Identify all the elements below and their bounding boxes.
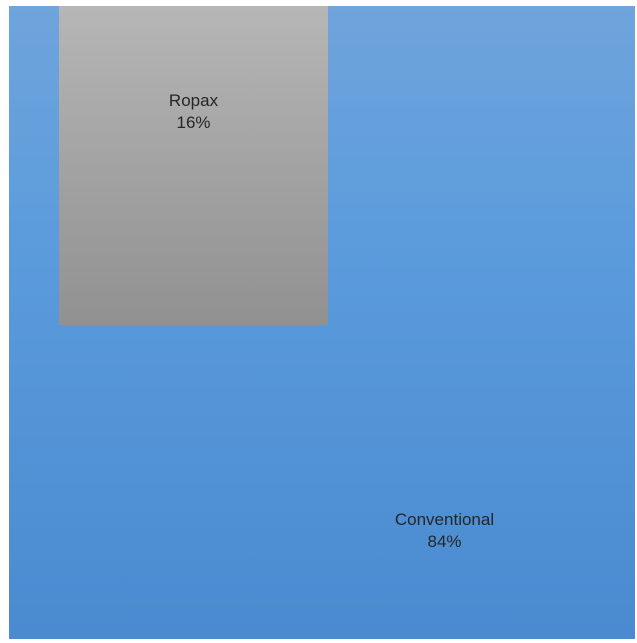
- tile-label-conventional: Conventional 84%: [254, 509, 635, 553]
- category-label-ropax: Ropax: [168, 91, 219, 110]
- category-label-conventional: Conventional: [394, 510, 495, 529]
- tile-ropax: Ropax 16%: [59, 6, 328, 325]
- tile-label-ropax: Ropax 16%: [59, 90, 328, 134]
- value-label-ropax: 16%: [176, 113, 211, 132]
- value-label-conventional: 84%: [427, 532, 462, 551]
- treemap-chart: Conventional 84% Ropax 16%: [9, 6, 635, 639]
